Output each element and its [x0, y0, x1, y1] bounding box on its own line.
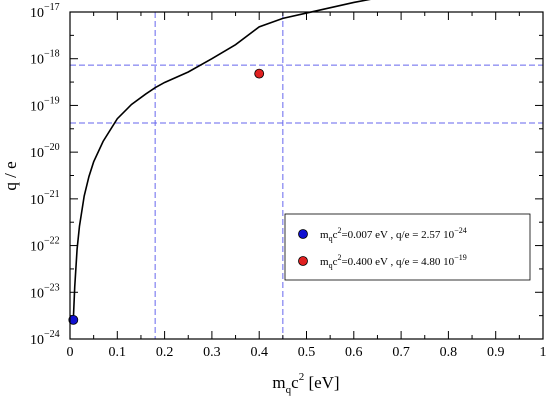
x-tick-label-6: 0.6 [345, 345, 363, 360]
series-line [72, 0, 371, 320]
x-tick-label-8: 0.8 [440, 345, 458, 360]
y-axis-label: q / e [1, 161, 20, 190]
legend-box [284, 213, 531, 281]
legend-entry-0: mqc2=0.007 eV , q/e = 2.57 10−24 [320, 226, 467, 243]
x-tick-label-9: 0.9 [487, 345, 505, 360]
data-points [68, 68, 265, 325]
x-tick-label-4: 0.4 [250, 345, 268, 360]
legend-marker-1 [298, 256, 308, 266]
y-tick-label-2: 10−22 [30, 236, 60, 255]
y-tick-label-6: 10−18 [30, 49, 60, 68]
y-tick-label-4: 10−20 [30, 142, 60, 161]
x-tick-label-7: 0.7 [392, 345, 410, 360]
y-tick-label-0: 10−24 [30, 329, 60, 348]
data-point-0 [68, 314, 79, 325]
plot-frame [69, 11, 544, 340]
x-tick-label-5: 0.5 [298, 345, 316, 360]
data-point-1 [254, 68, 265, 79]
x-axis-label: mqc2 [eV] [272, 371, 339, 396]
x-tick-label-2: 0.2 [156, 345, 174, 360]
y-tick-label-3: 10−21 [30, 189, 60, 208]
tick-labels: 0 0.1 0.2 0.3 0.4 0.5 0.6 0.7 0.8 0.9 1 10−24 10−23 1… [30, 2, 547, 360]
y-tick-label-1: 10−23 [30, 282, 60, 301]
legend-entry-1: mqc2=0.400 eV , q/e = 4.80 10−19 [320, 253, 467, 270]
y-tick-label-7: 10−17 [30, 2, 60, 21]
plot-area [70, 12, 543, 339]
x-tick-label-10: 1 [540, 345, 547, 360]
reference-lines [70, 12, 543, 339]
legend-marker-0 [298, 229, 308, 239]
y-tick-label-5: 10−19 [30, 95, 60, 114]
x-tick-label-3: 0.3 [203, 345, 221, 360]
x-tick-label-1: 0.1 [109, 345, 127, 360]
x-tick-label-0: 0 [67, 345, 74, 360]
legend: mqc2=0.007 eV , q/e = 2.57 10−24 mqc2=0.4… [284, 213, 531, 281]
